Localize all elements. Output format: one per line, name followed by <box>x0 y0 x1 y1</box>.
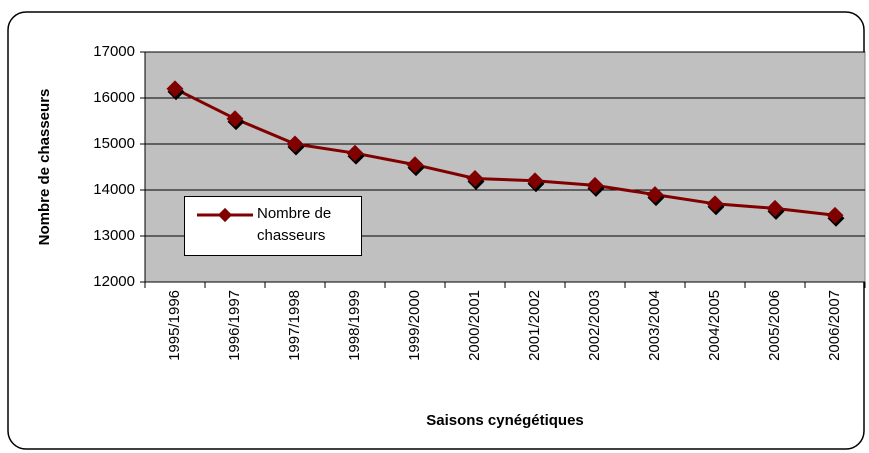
y-tick-label: 13000 <box>93 227 135 244</box>
x-tick-label: 2004/2005 <box>706 290 723 361</box>
y-tick-label: 15000 <box>93 135 135 152</box>
marker <box>526 172 544 190</box>
y-tick-label: 14000 <box>93 181 135 198</box>
x-tick-label: 1997/1998 <box>286 290 303 361</box>
series-line <box>174 87 836 217</box>
x-tick-label: 1995/1996 <box>166 290 183 361</box>
x-tick-label: 2002/2003 <box>586 290 603 361</box>
marker <box>286 135 304 153</box>
marker <box>346 144 364 162</box>
y-tick-label: 12000 <box>93 273 135 290</box>
x-tick-label: 2006/2007 <box>826 290 843 361</box>
marker <box>586 176 604 194</box>
x-tick-label: 1998/1999 <box>346 290 363 361</box>
y-axis-label: Nombre de chasseurs <box>36 89 53 246</box>
x-tick-label: 2000/2001 <box>466 290 483 361</box>
marker <box>706 195 724 213</box>
legend: Nombre de chasseurs <box>184 196 362 256</box>
y-tick-label: 16000 <box>93 89 135 106</box>
x-tick-label: 2003/2004 <box>646 290 663 361</box>
marker <box>466 170 484 187</box>
marker <box>406 156 424 174</box>
marker <box>226 110 244 128</box>
x-axis-label: Saisons cynégétiques <box>426 412 584 429</box>
x-tick-label: 2001/2002 <box>526 290 543 361</box>
legend-symbol <box>197 207 253 223</box>
x-tick-label: 1999/2000 <box>406 290 423 361</box>
y-tick-label: 17000 <box>93 43 135 60</box>
marker <box>646 186 664 204</box>
marker <box>826 206 844 224</box>
marker <box>166 80 184 98</box>
marker <box>766 199 784 217</box>
x-tick-label: 1996/1997 <box>226 290 243 361</box>
legend-label: Nombre de chasseurs <box>257 205 332 244</box>
x-tick-label: 2005/2006 <box>766 290 783 361</box>
